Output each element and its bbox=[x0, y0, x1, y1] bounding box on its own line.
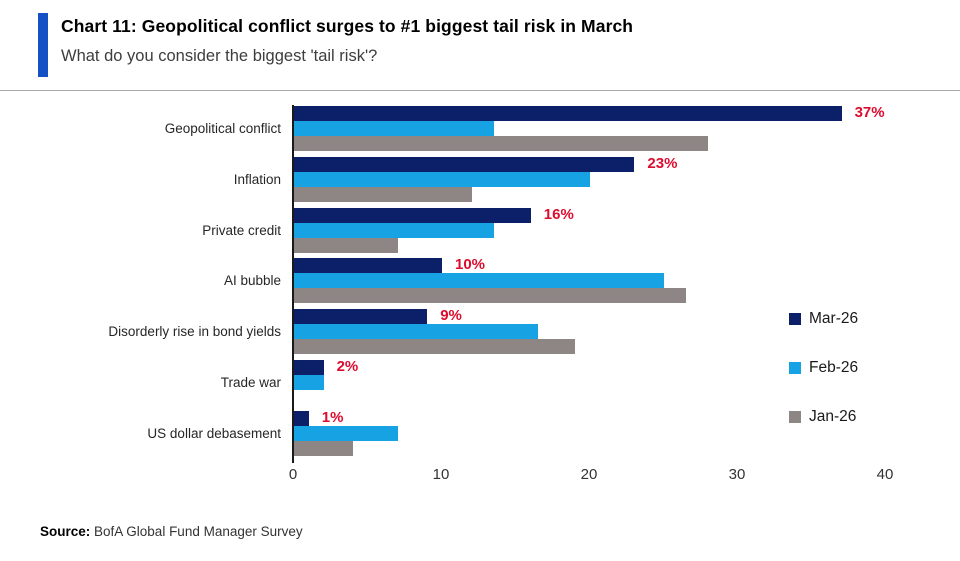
bar-mar-26: 2% bbox=[294, 359, 358, 375]
legend-label: Jan-26 bbox=[809, 408, 857, 425]
bar-feb-26 bbox=[294, 171, 590, 187]
chart-row: Inflation 23% bbox=[0, 155, 960, 208]
bar-feb-26 bbox=[294, 425, 398, 441]
legend-label: Mar-26 bbox=[809, 310, 859, 327]
legend-swatch-icon bbox=[789, 362, 801, 374]
category-label: Geopolitical conflict bbox=[164, 121, 281, 136]
bar-jan-26 bbox=[294, 237, 398, 253]
bar-jan-26 bbox=[294, 288, 687, 304]
bar-jan-26 bbox=[294, 440, 354, 456]
category-label: Disorderly rise in bond yields bbox=[108, 324, 281, 340]
bar-feb-26 bbox=[294, 324, 539, 340]
x-axis-tick-label: 20 bbox=[580, 466, 598, 483]
bar-mar-26: 1% bbox=[294, 409, 343, 426]
header-divider bbox=[0, 90, 960, 91]
bar-feb-26 bbox=[294, 375, 324, 390]
chart-header: Chart 11: Geopolitical conflict surges t… bbox=[38, 13, 633, 77]
chart-title: Chart 11: Geopolitical conflict surges t… bbox=[61, 16, 634, 36]
source-note: Source: BofA Global Fund Manager Survey bbox=[40, 524, 303, 539]
chart-row: Private credit 16% bbox=[0, 206, 960, 259]
data-label: 23% bbox=[647, 154, 678, 172]
legend-label: Feb-26 bbox=[809, 359, 859, 376]
bar-feb-26 bbox=[294, 121, 494, 136]
bar-mar-26: 16% bbox=[294, 206, 574, 223]
category-label: Inflation bbox=[233, 171, 281, 187]
category-label: Private credit bbox=[202, 222, 281, 238]
chart-row: Trade war 2% bbox=[0, 359, 960, 411]
source-label: Source: bbox=[40, 524, 91, 539]
bar-jan-26 bbox=[294, 136, 709, 151]
bar-jan-26 bbox=[294, 339, 576, 355]
category-label: AI bubble bbox=[223, 273, 281, 289]
category-label: US dollar debasement bbox=[147, 425, 281, 441]
data-label: 9% bbox=[440, 307, 462, 325]
data-label: 10% bbox=[455, 256, 486, 274]
blue-accent-bar bbox=[38, 13, 48, 77]
bar-jan-26 bbox=[294, 186, 472, 202]
chart-row: Disorderly rise in bond yields 9% bbox=[0, 308, 960, 360]
x-axis-tick-label: 30 bbox=[728, 466, 746, 483]
bar-feb-26 bbox=[294, 222, 494, 238]
category-label: Trade war bbox=[220, 375, 281, 390]
chart-legend: Mar-26 Feb-26 Jan-26 bbox=[789, 309, 858, 456]
legend-swatch-icon bbox=[789, 313, 801, 325]
x-axis-tick-label: 0 bbox=[288, 466, 298, 483]
y-axis-line bbox=[292, 105, 294, 463]
legend-item-jan-26: Jan-26 bbox=[789, 407, 858, 427]
legend-item-mar-26: Mar-26 bbox=[789, 309, 858, 329]
data-label: 37% bbox=[854, 104, 885, 121]
data-label: 16% bbox=[543, 205, 574, 223]
bar-feb-26 bbox=[294, 273, 664, 289]
bar-mar-26: 10% bbox=[294, 257, 485, 274]
chart-subtitle: What do you consider the biggest 'tail r… bbox=[61, 47, 378, 65]
chart-row: US dollar debasement 1% bbox=[0, 409, 960, 462]
bar-mar-26: 9% bbox=[294, 308, 462, 325]
x-axis-tick-label: 10 bbox=[432, 466, 450, 483]
x-axis-tick-label: 40 bbox=[876, 466, 894, 483]
bar-mar-26: 37% bbox=[294, 105, 885, 121]
data-label: 1% bbox=[321, 408, 344, 426]
chart-row: AI bubble 10% bbox=[0, 257, 960, 309]
x-axis: 0 10 20 30 40 bbox=[0, 466, 960, 486]
chart-row: Geopolitical conflict 37% bbox=[0, 105, 960, 157]
bar-chart-plot-area: Geopolitical conflict 37% Inflation 23% Priv… bbox=[0, 105, 960, 463]
legend-item-feb-26: Feb-26 bbox=[789, 358, 858, 378]
data-label: 2% bbox=[336, 358, 359, 375]
bar-mar-26: 23% bbox=[294, 155, 677, 172]
source-text: BofA Global Fund Manager Survey bbox=[90, 524, 303, 539]
legend-swatch-icon bbox=[789, 411, 801, 423]
